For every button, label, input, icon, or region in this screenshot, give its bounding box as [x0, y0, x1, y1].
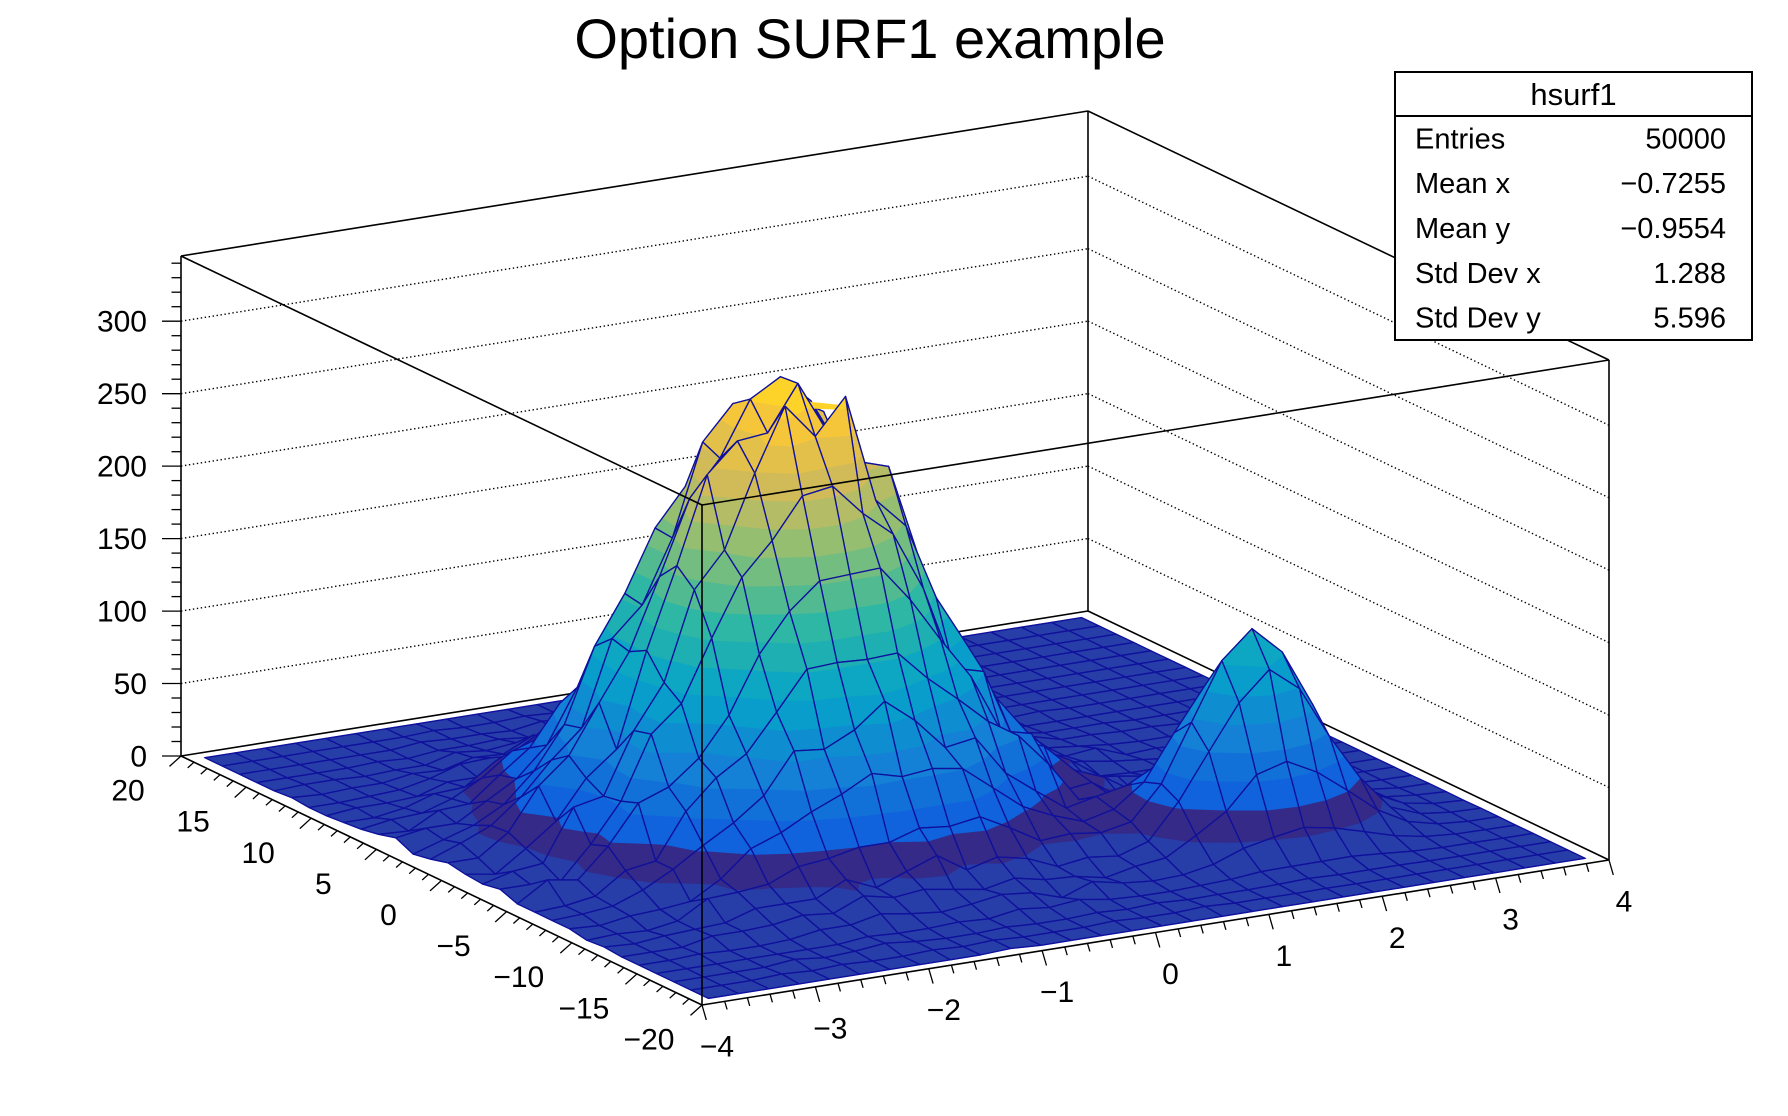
svg-text:−0.9554: −0.9554	[1620, 213, 1726, 245]
svg-text:−1: −1	[1040, 976, 1074, 1009]
svg-text:−5: −5	[436, 930, 470, 963]
svg-text:0: 0	[380, 899, 397, 932]
svg-text:10: 10	[242, 837, 275, 870]
svg-text:100: 100	[97, 596, 147, 629]
svg-text:50000: 50000	[1645, 123, 1726, 155]
svg-text:3: 3	[1502, 904, 1519, 937]
svg-text:0: 0	[130, 741, 147, 774]
svg-text:300: 300	[97, 306, 147, 339]
svg-text:Std Dev y: Std Dev y	[1415, 303, 1541, 335]
svg-text:−2: −2	[927, 994, 961, 1027]
svg-text:2: 2	[1389, 922, 1406, 955]
svg-text:5: 5	[315, 868, 332, 901]
svg-text:−3: −3	[813, 1012, 847, 1045]
svg-text:Option SURF1 example: Option SURF1 example	[574, 7, 1165, 70]
svg-text:150: 150	[97, 523, 147, 556]
svg-text:Std Dev x: Std Dev x	[1415, 258, 1541, 290]
svg-text:200: 200	[97, 451, 147, 484]
svg-text:Mean y: Mean y	[1415, 213, 1511, 245]
svg-text:−15: −15	[558, 992, 609, 1025]
svg-text:5.596: 5.596	[1653, 303, 1726, 335]
svg-text:4: 4	[1616, 886, 1633, 919]
svg-text:−10: −10	[493, 961, 544, 994]
svg-text:250: 250	[97, 378, 147, 411]
svg-text:0: 0	[1162, 958, 1179, 991]
svg-text:15: 15	[176, 806, 209, 839]
svg-text:−0.7255: −0.7255	[1620, 168, 1726, 200]
svg-text:1.288: 1.288	[1653, 258, 1726, 290]
svg-text:−4: −4	[700, 1031, 734, 1064]
svg-text:Mean x: Mean x	[1415, 168, 1511, 200]
svg-text:hsurf1: hsurf1	[1530, 77, 1616, 112]
svg-text:20: 20	[111, 775, 144, 808]
svg-text:1: 1	[1276, 940, 1293, 973]
svg-text:Entries: Entries	[1415, 123, 1505, 155]
svg-text:50: 50	[114, 668, 147, 701]
svg-text:−20: −20	[624, 1024, 675, 1057]
